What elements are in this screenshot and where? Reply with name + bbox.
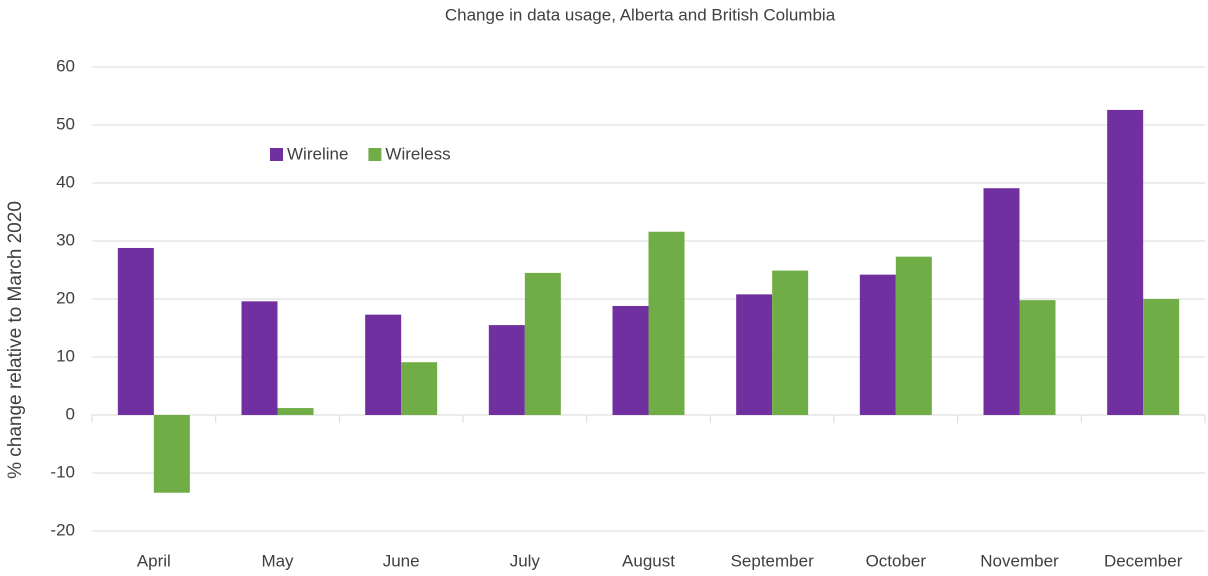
bar — [648, 231, 685, 415]
bar — [401, 362, 438, 415]
x-tick-label: May — [261, 551, 294, 570]
legend-swatch — [270, 148, 283, 161]
legend-label: Wireline — [287, 144, 348, 163]
legend-label: Wireless — [385, 144, 450, 163]
x-tick-label: December — [1104, 551, 1183, 570]
x-tick-label: October — [866, 551, 927, 570]
x-tick-label: June — [383, 551, 420, 570]
bar — [612, 305, 649, 415]
y-tick-label: 20 — [56, 288, 75, 307]
y-axis-title: % change relative to March 2020 — [5, 201, 26, 479]
bar — [117, 247, 154, 415]
bar — [241, 301, 278, 415]
bar — [524, 272, 561, 415]
y-tick-label: -10 — [50, 462, 75, 481]
y-tick-label: 0 — [66, 404, 75, 423]
y-tick-label: 10 — [56, 346, 75, 365]
bar — [983, 188, 1020, 415]
bar — [736, 294, 773, 415]
x-tick-label: July — [510, 551, 541, 570]
bar — [1019, 300, 1056, 415]
bar — [1143, 299, 1180, 415]
chart-title: Change in data usage, Alberta and Britis… — [445, 5, 836, 24]
bar — [895, 256, 932, 415]
y-tick-label: 50 — [56, 114, 75, 133]
bar — [859, 274, 896, 415]
legend-swatch — [368, 148, 382, 161]
bar — [772, 270, 809, 415]
x-tick-label: August — [622, 551, 675, 570]
bar — [365, 314, 402, 415]
y-tick-label: 60 — [56, 56, 75, 75]
bar — [488, 325, 525, 415]
bar — [1107, 109, 1144, 416]
x-tick-label: November — [980, 551, 1059, 570]
bar — [277, 408, 314, 415]
y-tick-label: -20 — [50, 520, 75, 539]
y-tick-label: 30 — [56, 230, 75, 249]
y-tick-label: 40 — [56, 172, 75, 191]
x-tick-label: September — [731, 551, 814, 570]
bar — [153, 415, 190, 493]
x-tick-label: April — [137, 551, 171, 570]
